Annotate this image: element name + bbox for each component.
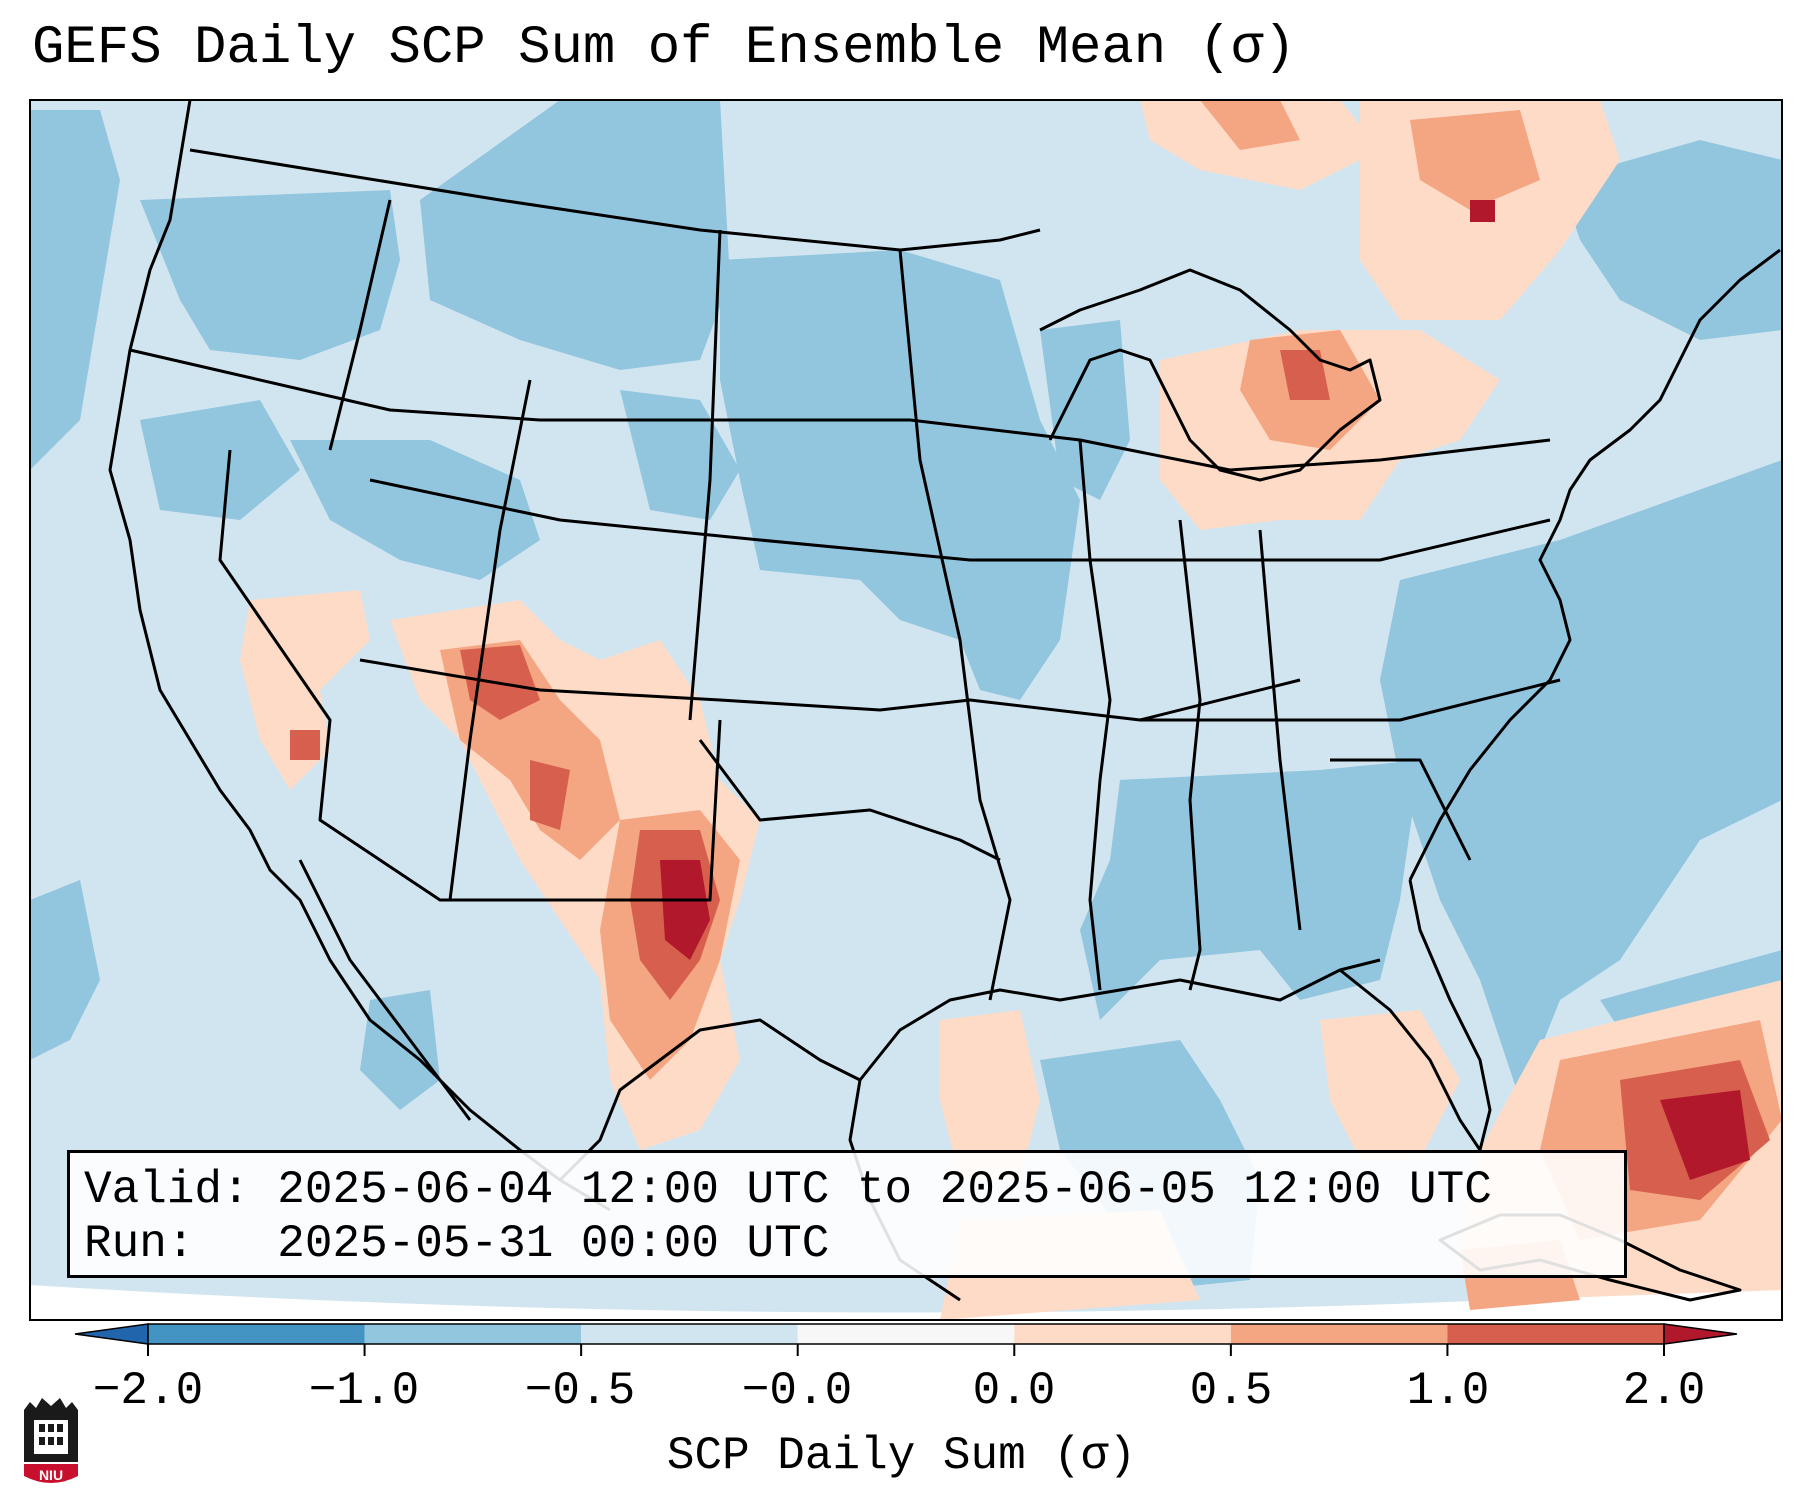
colorbar-under-extension [74,1323,149,1345]
neg-region [140,400,300,520]
map-frame [29,99,1783,1321]
colorbar-bins [147,1323,1665,1345]
colorbar-tick-label: −1.0 [308,1365,420,1417]
boundary-layer [108,100,1781,1302]
colorbar-tick-label: 2.0 [1622,1365,1706,1417]
colorbar-bin [1014,1324,1231,1344]
pos-region [240,590,370,790]
colorbar-tick-label: 1.0 [1406,1365,1490,1417]
state-boundary [1078,439,1112,991]
neg-region [30,880,100,1060]
colorbar-tick-label: −0.5 [524,1365,636,1417]
state-boundary [328,199,392,451]
map-area [30,100,1782,1320]
state-boundary [688,229,722,721]
colorbar-bin [364,1324,582,1344]
state-boundary [369,478,1120,562]
great-lakes-outline [1039,268,1382,482]
university-shield-icon: NIU [24,1398,78,1483]
negative-anomaly-layer [30,100,1782,1290]
baja-coastline [298,859,472,1121]
projection-corner-right [1537,1290,1782,1320]
pos-region [1470,200,1495,222]
run-label: Run: [84,1218,195,1270]
colorbar-bin [148,1324,365,1344]
neg-region [1560,140,1782,340]
pos-region [1660,1090,1750,1180]
state-boundary [448,379,532,901]
colorbar-over-extension [1663,1323,1738,1345]
neg-region [420,100,730,370]
pos-region [290,730,320,760]
valid-line: Valid: 2025-06-04 12:00 UTC to 2025-06-0… [84,1167,1492,1213]
pos-region [940,1010,1040,1180]
pos-region [1280,350,1330,400]
state-boundary [898,249,1012,1001]
projection-corner-left [30,1290,274,1320]
gulf-coastline [558,958,1381,1182]
pos-region [530,760,570,830]
east-coastline [1408,248,1781,881]
run-info-box: Valid: 2025-06-04 12:00 UTC to 2025-06-0… [67,1150,1627,1278]
neg-region [140,190,400,360]
florida-coastline [1339,879,1492,1152]
canada-us-border [189,148,1041,252]
colorbar-tick-label: 0.0 [972,1365,1056,1417]
state-boundary [700,719,722,902]
logo-text: NIU [39,1467,63,1483]
state-boundary [1330,758,1472,861]
neg-region [360,990,440,1110]
valid-value: 2025-06-04 12:00 UTC to 2025-06-05 12:00… [277,1164,1492,1216]
state-boundary [218,449,700,902]
neg-region [290,440,540,580]
state-boundary [1229,438,1551,472]
colorbar-tick-label: −0.0 [741,1365,853,1417]
colorbar-bin [797,1324,1015,1344]
colorbar-tick-label: 0.5 [1189,1365,1273,1417]
pos-region [660,860,710,960]
state-boundary [1178,519,1202,991]
neg-region [720,250,1080,700]
colorbar-bin [581,1324,798,1344]
pos-region [1410,110,1540,210]
run-line: Run: 2025-05-31 00:00 UTC [84,1221,829,1267]
colorbar-bin [1230,1324,1448,1344]
state-boundary [1258,529,1302,931]
colorbar-bin [1447,1324,1664,1344]
neg-region [1380,460,1782,1100]
extreme-positive-anomaly-layer [660,200,1750,1180]
run-value: 2025-05-31 00:00 UTC [277,1218,830,1270]
neg-region [1040,320,1130,500]
neg-region [30,110,120,470]
valid-label: Valid: [84,1164,250,1216]
state-boundary [1139,678,1301,722]
pos-region [1200,100,1300,150]
chart-title: GEFS Daily SCP Sum of Ensemble Mean (σ) [32,18,1296,79]
state-boundary [1120,518,1551,562]
colorbar-label: SCP Daily Sum (σ) [666,1430,1137,1482]
pos-region [1320,1010,1460,1160]
neg-region [1080,760,1420,1020]
state-boundary [359,658,1561,722]
colorbar [74,1323,1738,1356]
colorbar-tick-label: −2.0 [92,1365,204,1417]
colorbar-ticks [147,1344,1665,1356]
state-boundary [698,739,1001,862]
